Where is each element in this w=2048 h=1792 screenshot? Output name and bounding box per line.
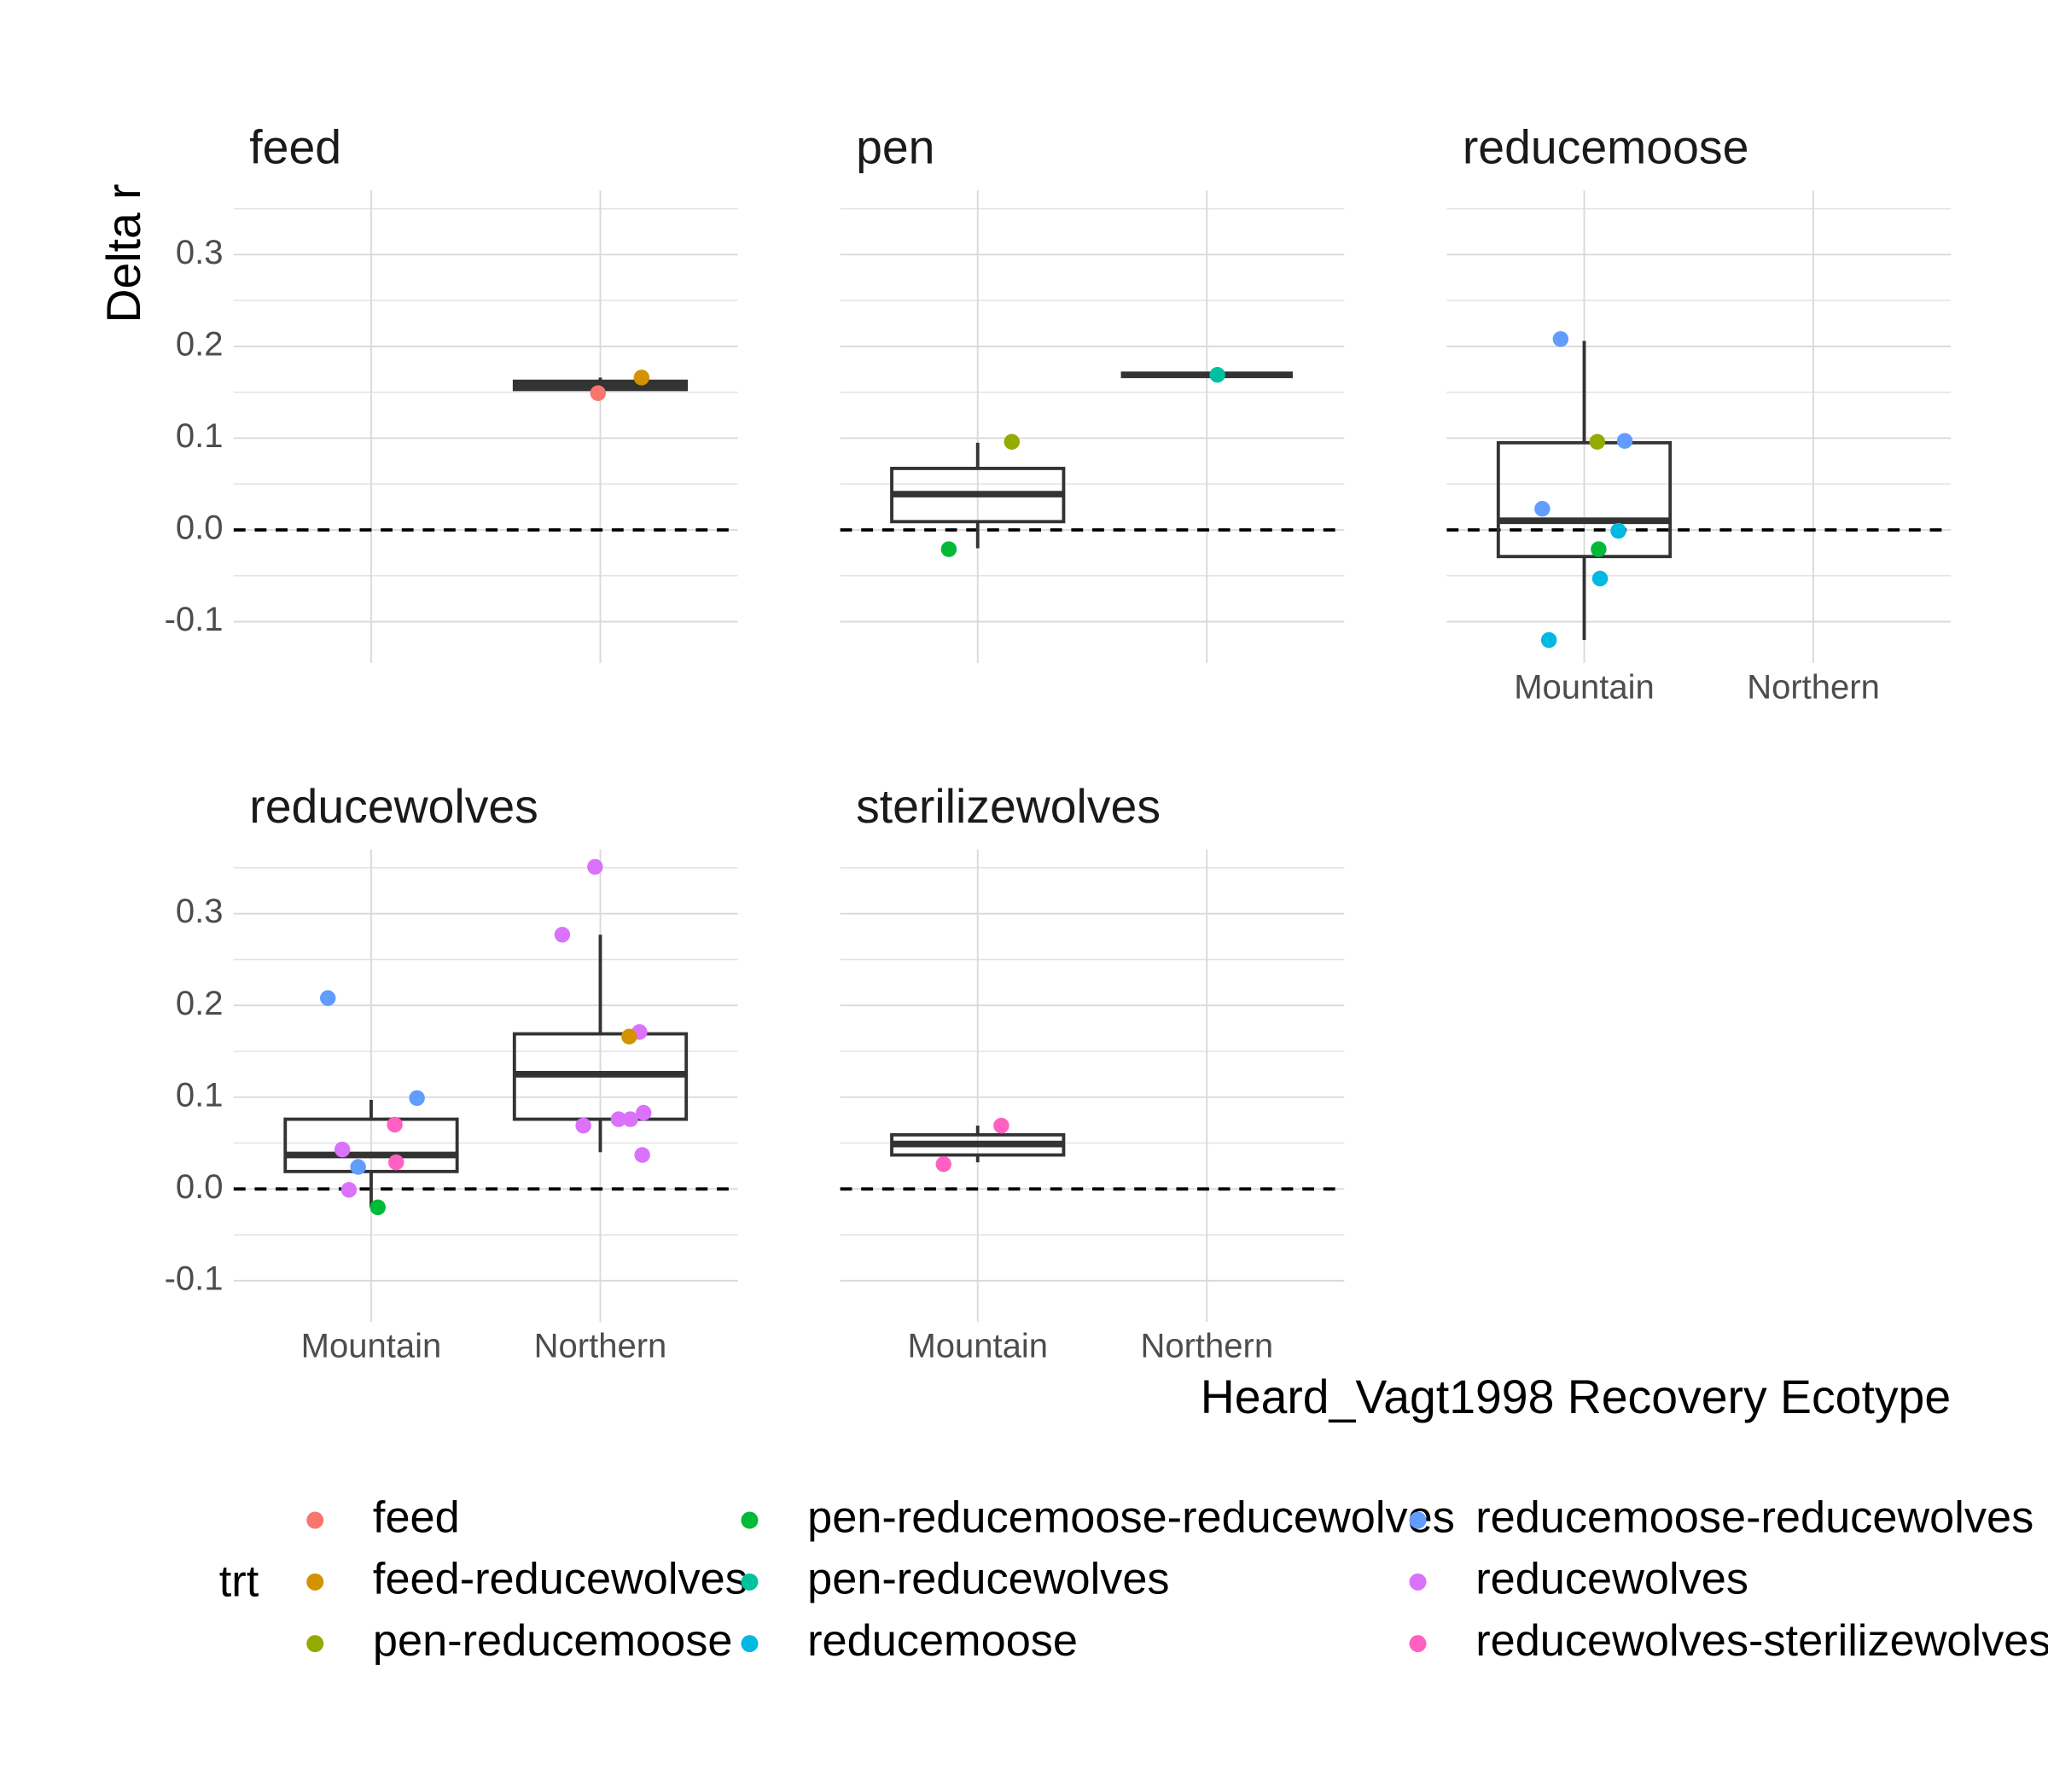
legend-label: reducewolves: [1475, 1555, 1748, 1604]
point: [633, 369, 650, 386]
point: [1591, 570, 1609, 587]
facet-title: sterilizewolves: [856, 780, 1161, 833]
legend-label: feed-reducewolves: [373, 1555, 748, 1604]
legend-key: [1409, 1573, 1427, 1591]
y-tick-label: 0.0: [176, 1168, 224, 1206]
point: [350, 1159, 366, 1175]
point: [590, 385, 607, 401]
point: [587, 858, 603, 876]
x-tick-label: Northern: [1747, 668, 1880, 706]
legend-key: [741, 1573, 759, 1591]
legend-key: [741, 1511, 759, 1529]
y-tick-label: 0.1: [176, 417, 224, 455]
facet-title: pen: [856, 121, 934, 174]
point: [636, 1104, 652, 1121]
point: [993, 1117, 1009, 1134]
x-tick-label: Northern: [1140, 1328, 1273, 1365]
legend-key: [306, 1573, 324, 1591]
legend-label: pen-reducemoose-reducewolves: [807, 1492, 1455, 1542]
point: [610, 1111, 627, 1127]
legend-label: feed: [373, 1492, 460, 1542]
point: [334, 1141, 351, 1158]
point: [1591, 541, 1607, 557]
y-tick-label: 0.3: [176, 234, 224, 271]
point: [575, 1117, 591, 1134]
legend-key: [1409, 1635, 1427, 1653]
y-tick-label: 0.2: [176, 325, 224, 363]
legend-label: pen-reducemoose: [373, 1616, 733, 1666]
point: [1534, 501, 1551, 517]
point: [554, 927, 571, 943]
point: [1540, 631, 1557, 649]
legend-label: pen-reducewolves: [807, 1555, 1169, 1604]
point: [622, 1111, 638, 1127]
point: [1552, 331, 1569, 347]
point: [387, 1116, 403, 1133]
y-tick-label: -0.1: [165, 601, 224, 638]
box-body: [1496, 440, 1673, 559]
legend-key: [306, 1635, 324, 1653]
legend-label: reducemoose: [807, 1616, 1078, 1666]
box-body: [283, 1117, 459, 1173]
y-tick-label: 0.2: [176, 985, 224, 1022]
y-axis-title: Delta r: [97, 183, 150, 323]
legend-label: reducewolves-sterilizewolves: [1475, 1616, 2048, 1666]
point: [1610, 522, 1626, 539]
y-tick-label: 0.0: [176, 509, 224, 547]
point: [369, 1199, 386, 1216]
point: [1589, 433, 1606, 450]
point: [409, 1090, 425, 1107]
legend-title: trt: [219, 1557, 259, 1607]
point: [634, 1147, 650, 1163]
facet-title: reducemoose: [1463, 121, 1749, 174]
x-tick-label: Mountain: [301, 1328, 442, 1365]
x-tick-label: Mountain: [1514, 668, 1655, 706]
legend-key: [1409, 1511, 1427, 1529]
point: [621, 1028, 637, 1045]
point: [940, 541, 957, 557]
facet-title: reducewolves: [249, 780, 538, 833]
y-tick-label: -0.1: [165, 1260, 224, 1297]
x-tick-label: Mountain: [907, 1328, 1048, 1365]
point: [935, 1156, 951, 1172]
x-tick-label: Northern: [534, 1328, 667, 1365]
legend-key: [306, 1511, 324, 1529]
point: [340, 1182, 358, 1198]
point: [1209, 367, 1225, 383]
legend-label: reducemoose-reducewolves: [1475, 1492, 2033, 1542]
point: [1616, 433, 1633, 449]
legend-key: [741, 1635, 759, 1653]
y-tick-label: 0.3: [176, 893, 224, 930]
point: [319, 990, 336, 1006]
facet-title: feed: [249, 121, 341, 174]
x-axis-title: Heard_Vagt1998 Recovery Ecotype: [1201, 1370, 1951, 1423]
y-tick-label: 0.1: [176, 1076, 224, 1114]
point: [388, 1154, 404, 1171]
point: [1004, 433, 1020, 450]
